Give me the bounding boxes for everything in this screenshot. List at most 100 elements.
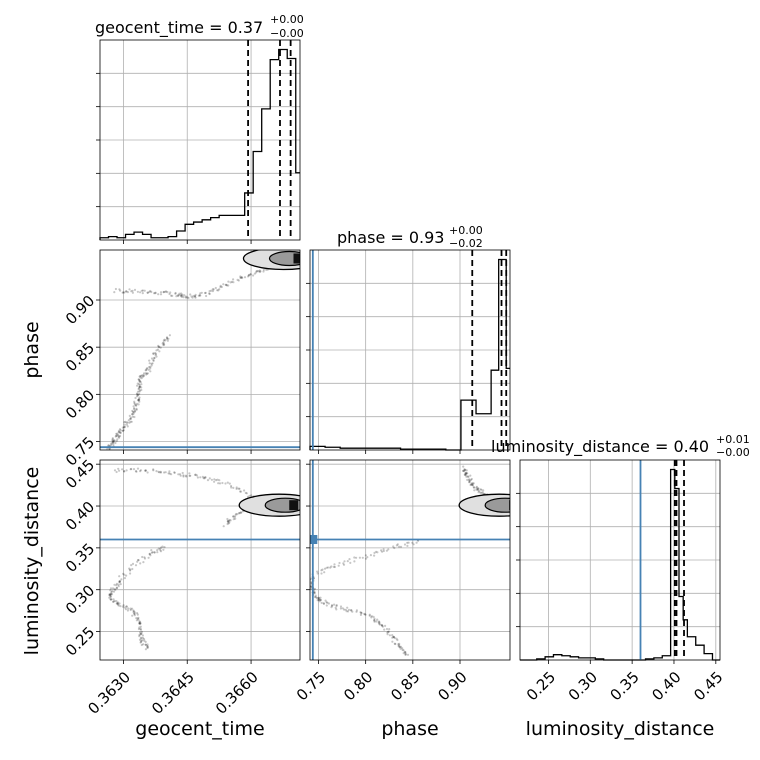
sample-point <box>164 290 167 293</box>
sample-point <box>255 270 258 273</box>
sample-point <box>476 488 479 491</box>
sample-point <box>120 578 123 581</box>
sample-point <box>412 543 415 546</box>
sample-point <box>248 494 251 498</box>
hist-panel-phase <box>306 249 511 454</box>
sample-point <box>124 420 127 423</box>
sample-point <box>404 650 407 654</box>
sample-point <box>118 579 122 583</box>
sample-point <box>135 617 138 620</box>
sample-point <box>140 374 143 377</box>
sample-point <box>396 638 399 642</box>
sample-point <box>141 639 144 642</box>
xlabel-phase: phase <box>381 718 438 740</box>
sample-point <box>182 474 185 477</box>
sample-point <box>129 572 132 575</box>
sample-point <box>123 421 126 424</box>
sample-point <box>150 549 153 552</box>
sample-point <box>147 368 150 371</box>
sample-point <box>131 413 134 416</box>
sample-point <box>228 521 231 524</box>
sample-point <box>167 472 170 475</box>
sample-point <box>178 473 182 476</box>
sample-point <box>141 555 144 559</box>
sample-point <box>146 291 149 294</box>
sample-point <box>201 475 204 478</box>
sample-point <box>139 628 142 631</box>
sample-point <box>376 618 379 621</box>
sample-point <box>129 416 133 419</box>
sample-point <box>351 610 354 613</box>
sample-point <box>135 402 139 405</box>
sample-point <box>363 612 366 616</box>
sample-point <box>112 443 115 446</box>
sample-point <box>386 633 389 636</box>
scatter-panel-luminosity-distance-vs-phase: 0.75 0.80 0.85 0.90 <box>293 459 511 704</box>
sample-point <box>189 293 192 296</box>
sample-point <box>185 475 188 478</box>
sample-point <box>213 480 216 483</box>
sample-point <box>208 292 211 296</box>
sample-point <box>112 598 115 601</box>
sample-point <box>131 614 134 617</box>
sample-point <box>387 630 390 633</box>
sample-point <box>240 276 243 279</box>
sample-point <box>138 396 141 399</box>
sample-point <box>407 541 410 544</box>
sample-point <box>138 387 141 390</box>
sample-point <box>150 290 153 294</box>
xtick-label-phase: 0.85 <box>387 668 423 704</box>
sample-point <box>151 551 154 554</box>
sample-point <box>139 641 142 644</box>
sample-point <box>466 478 469 481</box>
sample-point <box>475 485 478 488</box>
sample-point <box>152 469 155 472</box>
sample-point <box>320 601 323 605</box>
sample-point <box>381 624 384 627</box>
sample-point <box>240 511 243 514</box>
sample-point <box>359 613 362 617</box>
sample-point <box>131 607 134 610</box>
sample-point <box>138 392 141 396</box>
sample-point <box>331 604 334 608</box>
sample-point <box>391 634 394 637</box>
sample-point <box>226 481 229 484</box>
sample-point <box>247 275 250 278</box>
sample-point <box>141 374 144 377</box>
sample-point <box>246 495 249 498</box>
panel-border <box>519 459 721 661</box>
sample-point <box>226 517 229 521</box>
sample-point <box>140 639 143 643</box>
sample-point <box>159 291 163 294</box>
sample-point <box>129 608 132 612</box>
sample-point <box>118 580 121 583</box>
sample-point <box>471 482 474 485</box>
sample-point <box>232 486 235 489</box>
sample-point <box>364 557 368 560</box>
sample-point <box>114 435 117 438</box>
sample-point <box>398 545 401 548</box>
sample-point <box>125 605 128 608</box>
sample-point <box>123 470 126 473</box>
sample-point <box>126 421 129 424</box>
sample-point <box>262 268 265 271</box>
density-contour-inner <box>264 497 300 513</box>
sample-point <box>224 482 227 485</box>
sample-point <box>353 560 356 563</box>
sample-point <box>117 431 120 434</box>
sample-point <box>117 429 120 432</box>
sample-point <box>115 582 118 585</box>
sample-point <box>137 393 140 396</box>
sample-point <box>142 374 145 378</box>
sample-point <box>398 645 401 649</box>
sample-point <box>148 362 151 365</box>
sample-point <box>138 384 141 387</box>
sample-point <box>142 561 145 564</box>
sample-point <box>182 296 185 299</box>
sample-point <box>133 410 137 413</box>
sample-point <box>262 270 265 273</box>
sample-point <box>139 469 142 472</box>
sample-point <box>375 550 378 553</box>
sample-point <box>133 611 136 614</box>
